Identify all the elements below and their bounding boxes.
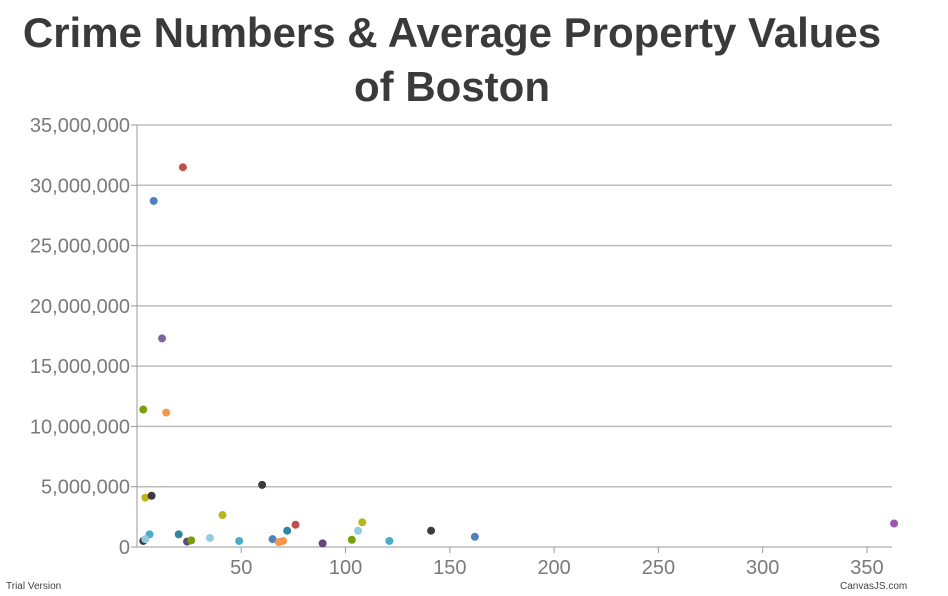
- data-point[interactable]: [278, 536, 287, 545]
- data-point[interactable]: [358, 518, 367, 527]
- x-tick-label: 150: [433, 557, 466, 579]
- data-point[interactable]: [470, 532, 479, 541]
- data-point[interactable]: [235, 536, 244, 545]
- data-point[interactable]: [318, 539, 327, 548]
- gridlines: [137, 124, 892, 488]
- y-tick-label: 20,000,000: [30, 296, 130, 318]
- y-tick-label: 10,000,000: [30, 416, 130, 438]
- data-point[interactable]: [162, 408, 171, 417]
- data-point[interactable]: [347, 535, 356, 544]
- data-point[interactable]: [291, 520, 300, 529]
- data-point[interactable]: [141, 535, 150, 544]
- y-tick-label: 15,000,000: [30, 356, 130, 378]
- data-point[interactable]: [268, 535, 277, 544]
- data-point[interactable]: [139, 405, 148, 414]
- data-point[interactable]: [205, 533, 214, 542]
- data-point[interactable]: [218, 511, 227, 520]
- x-tick-label: 200: [537, 557, 570, 579]
- chart-title-line-2: of Boston: [354, 63, 550, 110]
- y-tick-label: 0: [119, 537, 130, 559]
- data-point[interactable]: [149, 196, 158, 205]
- y-tick-label: 5,000,000: [41, 477, 130, 499]
- data-point[interactable]: [283, 526, 292, 535]
- data-point[interactable]: [141, 493, 150, 502]
- data-point[interactable]: [427, 526, 436, 535]
- data-point[interactable]: [354, 526, 363, 535]
- data-point[interactable]: [174, 530, 183, 539]
- data-points: [139, 163, 899, 548]
- y-axis-ticks: 0 5,000,000 10,000,000 15,000,000 20,000,000…: [30, 115, 137, 559]
- trial-version-label: Trial Version: [6, 581, 62, 592]
- data-point[interactable]: [385, 536, 394, 545]
- y-tick-label: 30,000,000: [30, 175, 130, 197]
- x-tick-label: 250: [642, 557, 675, 579]
- data-point[interactable]: [178, 163, 187, 172]
- x-tick-label: 50: [230, 557, 252, 579]
- data-point[interactable]: [187, 536, 196, 545]
- data-point[interactable]: [147, 491, 156, 500]
- x-axis-ticks: 50 100 150 200 250 300 350: [230, 547, 884, 579]
- data-point[interactable]: [158, 334, 167, 343]
- y-tick-label: 35,000,000: [30, 115, 130, 137]
- chart-title: Crime Numbers & Average Property Values …: [0, 6, 904, 114]
- canvasjs-credit-link[interactable]: CanvasJS.com: [840, 581, 908, 592]
- x-tick-label: 350: [850, 557, 883, 579]
- x-tick-label: 300: [746, 557, 779, 579]
- y-tick-label: 25,000,000: [30, 236, 130, 258]
- x-tick-label: 100: [329, 557, 362, 579]
- data-point[interactable]: [258, 480, 267, 489]
- data-point[interactable]: [890, 519, 899, 528]
- chart-title-line-1: Crime Numbers & Average Property Values: [22, 9, 882, 56]
